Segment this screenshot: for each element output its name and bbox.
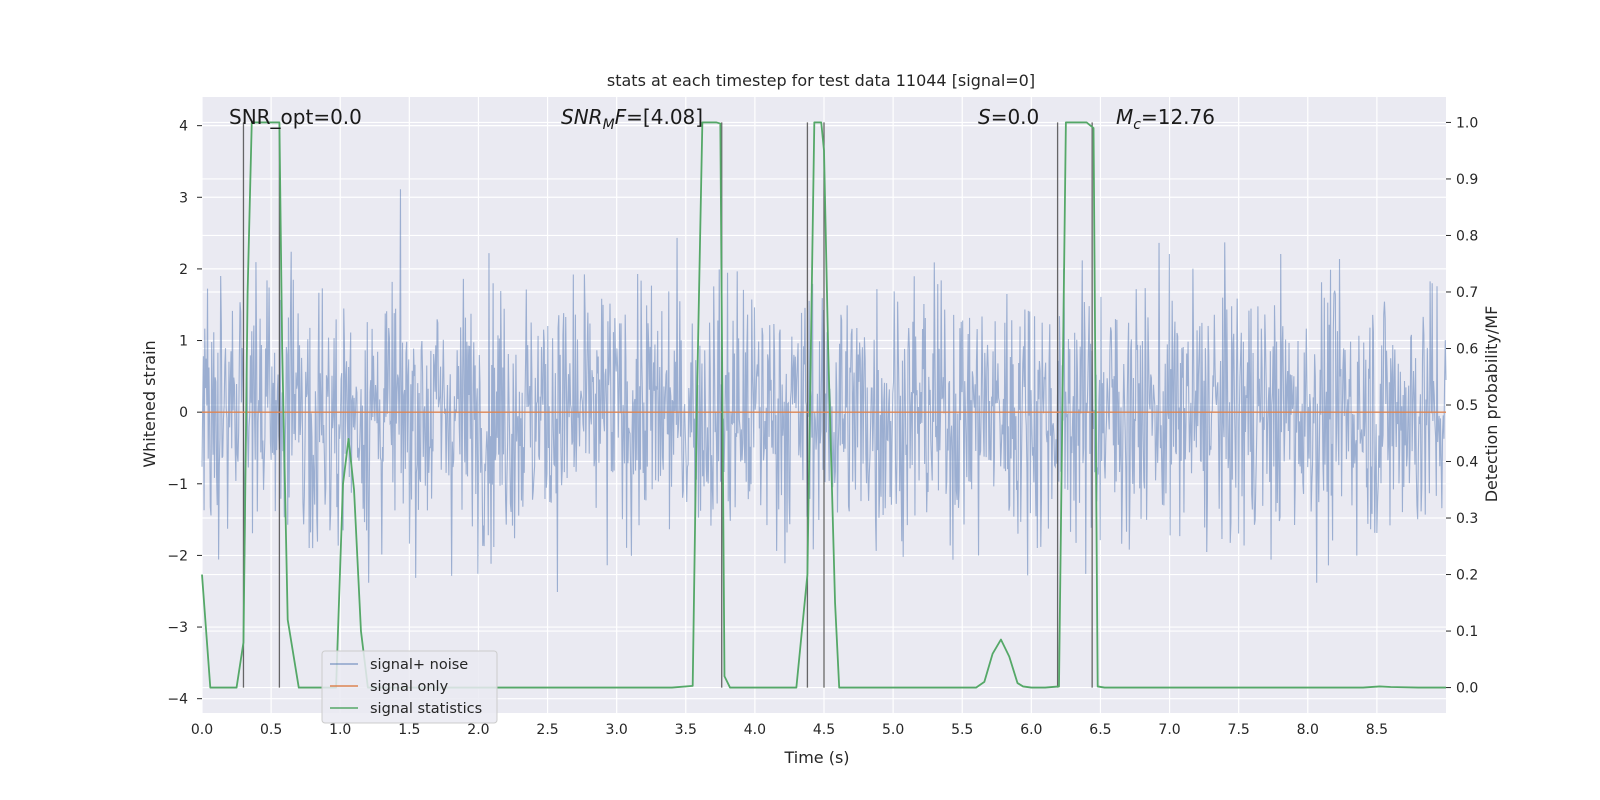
series-signal-statistics — [201, 121, 1446, 689]
annotation-mc-symbol: M — [1116, 105, 1133, 129]
x-tick-label: 6.5 — [1089, 722, 1111, 738]
annotation-mc-value: =12.76 — [1141, 105, 1215, 129]
x-tick-label: 0.0 — [191, 722, 213, 738]
legend: signal+ noise signal only signal statist… — [321, 650, 498, 724]
y-tick-label: 3 — [179, 190, 188, 206]
x-tick-label: 8.0 — [1297, 722, 1319, 738]
y-right-tick-label: 0.7 — [1456, 285, 1478, 301]
x-tick-label: 5.5 — [951, 722, 973, 738]
x-tick-label: 1.0 — [329, 722, 351, 738]
y-tick-label: −1 — [167, 477, 188, 493]
x-tick-label: 3.0 — [606, 722, 628, 738]
annotation-s: S=0.0 — [978, 105, 1039, 129]
x-tick-label: 4.5 — [813, 722, 835, 738]
x-tick-label: 6.0 — [1020, 722, 1042, 738]
y-tick-label: 2 — [179, 262, 188, 278]
annotation-s-value: =0.0 — [991, 105, 1040, 129]
annotation-snr-mf-symbol: SNR — [561, 105, 603, 129]
annotation-snr-mf-tail-symbol: F — [615, 105, 627, 129]
y-tick-label: 4 — [179, 119, 188, 135]
annotation-snr-mf: SNRMF=[4.08] — [561, 105, 703, 133]
y-tick-label: 1 — [179, 334, 188, 350]
x-tick-label: 7.0 — [1158, 722, 1180, 738]
y-axis-label: Whitened strain — [140, 340, 159, 467]
annotation-s-symbol: S — [978, 105, 991, 129]
y-right-tick-label: 0.2 — [1456, 568, 1478, 584]
legend-label-signal-noise: signal+ noise — [370, 657, 468, 673]
x-tick-label: 1.5 — [398, 722, 420, 738]
y-right-tick-label: 0.8 — [1456, 228, 1478, 244]
x-tick-label: 2.0 — [467, 722, 489, 738]
y-tick-label: 0 — [179, 405, 188, 421]
x-tick-label: 4.0 — [744, 722, 766, 738]
y-right-tick-label: 0.6 — [1456, 341, 1478, 357]
x-tick-label: 3.5 — [675, 722, 697, 738]
y-right-tick-label: 0.0 — [1456, 681, 1478, 697]
legend-box — [321, 650, 498, 724]
x-axis-label: Time (s) — [783, 748, 849, 767]
x-tick-label: 5.0 — [882, 722, 904, 738]
y-tick-label: −2 — [167, 548, 188, 564]
annotation-snr-mf-subscript: M — [603, 117, 615, 133]
y-axis-right-label: Detection probability/MF — [1482, 306, 1501, 503]
legend-label-signal-only: signal only — [370, 679, 449, 695]
annotation-snr-mf-value: =[4.08] — [626, 105, 703, 129]
y-right-tick-label: 0.9 — [1456, 172, 1478, 188]
annotation-snr-opt: SNR_opt=0.0 — [229, 105, 362, 129]
y-right-tick-label: 1.0 — [1456, 115, 1478, 131]
x-tick-label: 7.5 — [1228, 722, 1250, 738]
y-tick-label: −3 — [167, 620, 188, 636]
y-right-tick-label: 0.5 — [1456, 398, 1478, 414]
annotation-mc-subscript: c — [1133, 117, 1141, 133]
y-tick-label: −4 — [167, 692, 188, 708]
x-tick-label: 0.5 — [260, 722, 282, 738]
annotation-mc: Mc=12.76 — [1116, 105, 1215, 133]
legend-label-signal-statistics: signal statistics — [370, 701, 482, 717]
y-right-tick-label: 0.1 — [1456, 624, 1478, 640]
y-right-tick-label: 0.3 — [1456, 511, 1478, 527]
x-tick-label: 2.5 — [536, 722, 558, 738]
y-right-tick-label: 0.4 — [1456, 455, 1478, 471]
x-tick-label: 8.5 — [1366, 722, 1388, 738]
chart-title: stats at each timestep for test data 110… — [607, 71, 1035, 90]
